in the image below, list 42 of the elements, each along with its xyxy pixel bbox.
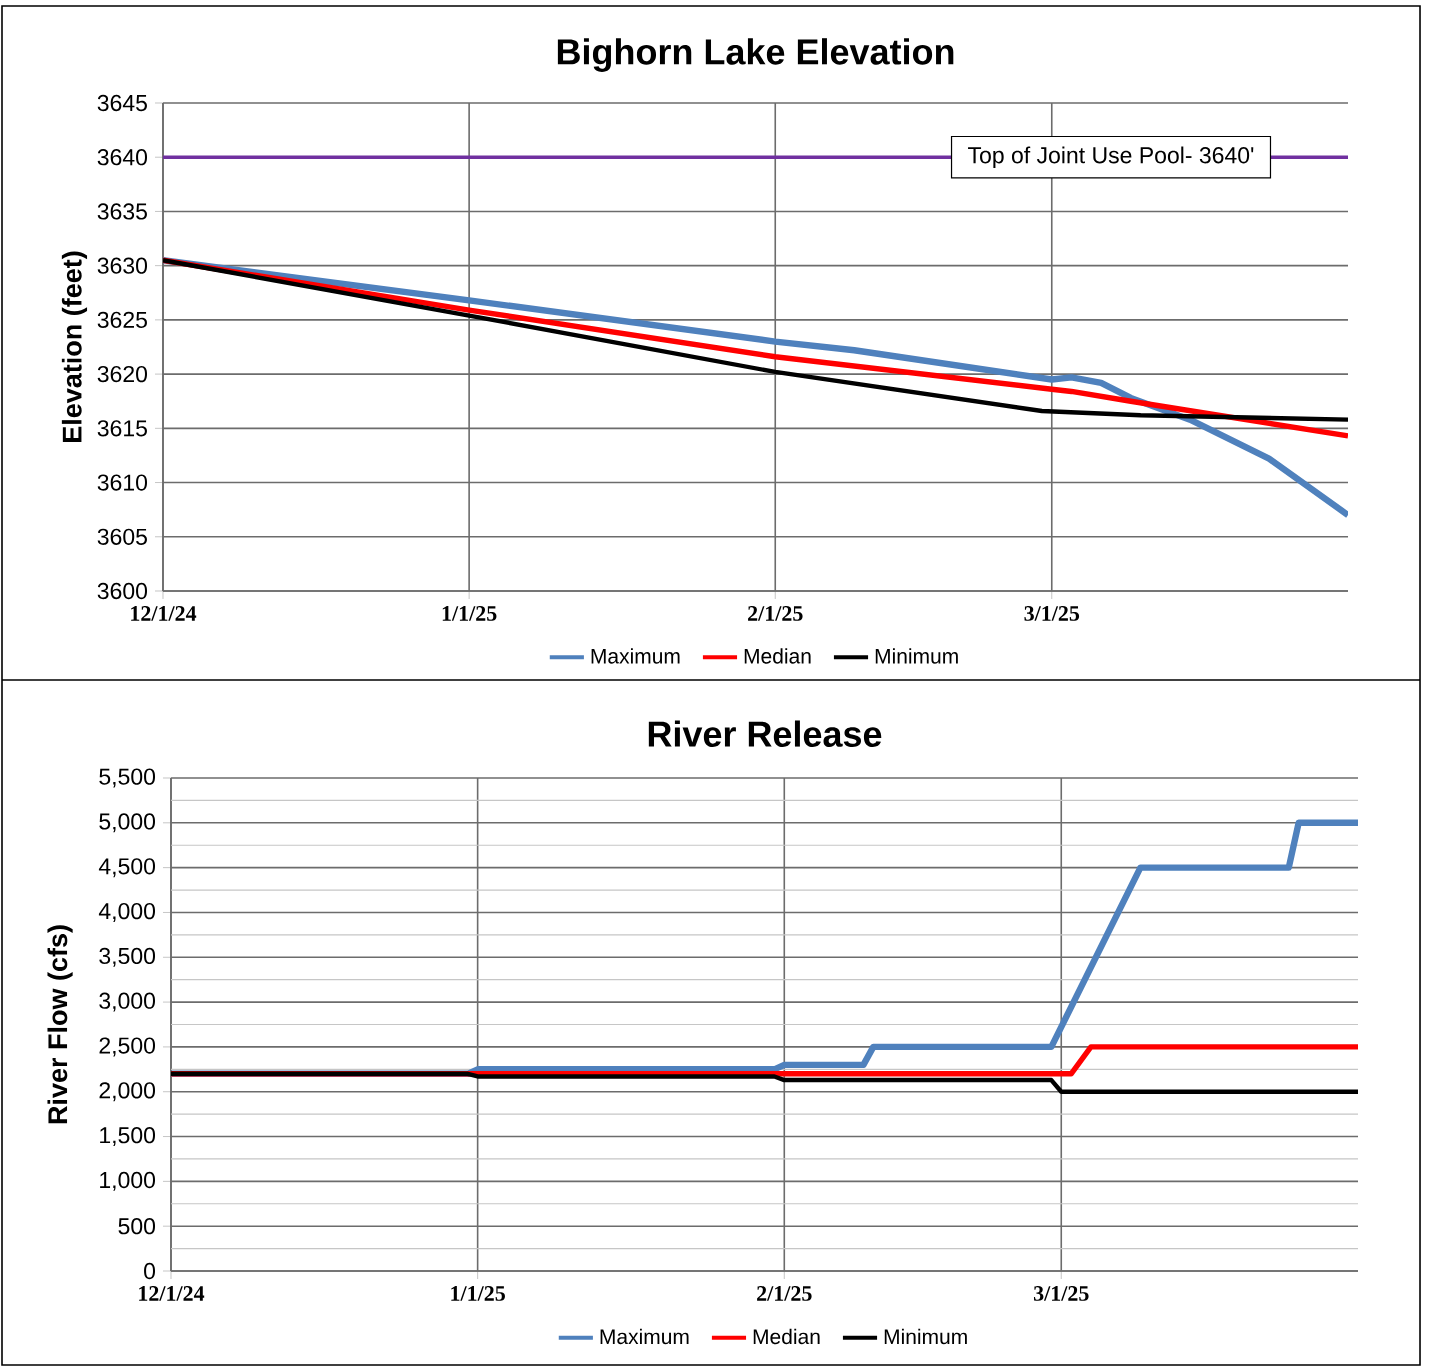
y-tick-label: 3,500 [99,947,156,967]
legend-label: Median [753,1328,820,1345]
y-tick-label: 1,000 [100,1171,156,1191]
x-tick-label: 12/1/24 [139,1286,205,1301]
y-tick-label: 3605 [97,528,147,545]
legend-label: Median [744,648,811,664]
chart-title: Bighorn Lake Elevation [557,38,954,72]
legend-label: Maximum [600,1328,689,1345]
y-tick-label: 1,500 [100,1127,156,1147]
ref-line-label: Top of Joint Use Pool- 3640' [968,146,1254,168]
x-tick-label: 1/1/25 [451,1286,505,1301]
y-tick-label: 2,000 [99,1082,156,1102]
legend-label: Maximum [591,648,680,664]
chart-title: River Release [648,720,882,747]
y-axis-title: Elevation (feet) [61,251,88,442]
y-tick-label: 0 [144,1262,156,1280]
y-tick-label: 3610 [97,474,148,491]
y-tick-label: 3625 [97,311,147,329]
y-tick-label: 4,000 [98,902,156,922]
legend-label: Minimum [875,648,958,664]
x-tick-label: 3/1/25 [1024,606,1080,621]
y-tick-label: 3615 [97,420,147,437]
y-tick-label: 3645 [97,94,147,112]
y-tick-label: 5,500 [99,768,156,788]
x-tick-label: 1/1/25 [442,606,497,621]
x-tick-label: 2/1/25 [757,1286,812,1301]
x-tick-label: 2/1/25 [748,606,803,621]
y-tick-label: 3640 [97,149,148,166]
y-tick-label: 3620 [97,365,148,383]
line-series [171,1071,1359,1094]
y-tick-label: 4,500 [98,858,156,878]
y-tick-label: 3,000 [99,992,156,1012]
y-tick-label: 3635 [97,203,147,220]
x-tick-label: 12/1/24 [131,606,197,621]
x-tick-label: 3/1/25 [1033,1286,1089,1301]
y-tick-label: 2,500 [99,1037,156,1057]
y-tick-label: 5,000 [99,813,156,833]
y-tick-label: 3630 [97,257,148,274]
y-tick-label: 500 [118,1218,156,1235]
y-axis-title: River Flow (cfs) [47,925,73,1124]
legend-label: Minimum [884,1328,967,1345]
y-tick-label: 3600 [97,582,148,600]
